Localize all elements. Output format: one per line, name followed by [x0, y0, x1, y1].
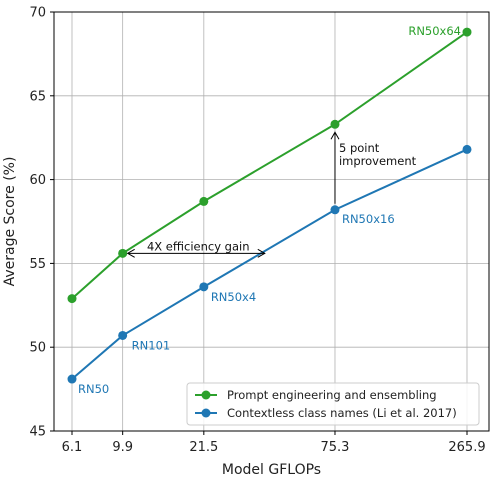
legend-marker	[201, 408, 211, 418]
series-point-1	[462, 144, 472, 154]
improvement-annotation: improvement	[339, 154, 417, 168]
y-tick-label: 45	[29, 425, 46, 440]
efficiency-arrow-head-left	[126, 248, 135, 258]
series-point-0	[462, 27, 472, 37]
y-axis-label: Average Score (%)	[2, 157, 18, 287]
legend-box	[186, 382, 480, 426]
series-point-0	[199, 196, 209, 206]
x-axis-label: Model GFLOPs	[222, 462, 321, 478]
y-tick-label: 65	[29, 89, 46, 104]
point-label: RN50x16	[342, 212, 395, 226]
legend-entry: Contextless class names (Li et al. 2017)	[227, 406, 457, 420]
series-point-1	[199, 282, 209, 292]
legend: Prompt engineering and ensembling Context…	[186, 382, 480, 426]
point-label: RN101	[132, 338, 171, 352]
series-point-0	[330, 119, 340, 129]
point-label: RN50x64	[408, 24, 461, 38]
x-tick-label: 265.9	[448, 440, 485, 455]
series-point-1	[330, 205, 340, 215]
improvement-arrow-head	[330, 131, 340, 140]
improvement-annotation: 5 point	[339, 141, 380, 155]
grid	[54, 11, 489, 432]
x-tick-label: 9.9	[112, 440, 133, 455]
y-tick-label: 50	[29, 341, 46, 356]
axes: 6.1 9.9 21.5 75.3 265.9 45 50 55 60 65 70 Model GFL…	[2, 6, 490, 478]
series-point-1	[118, 330, 128, 340]
series-point-1	[67, 374, 77, 384]
legend-entry: Prompt engineering and ensembling	[227, 388, 437, 402]
point-label: RN50x4	[211, 290, 256, 304]
y-tick-label: 55	[29, 257, 46, 272]
plot-frame	[53, 11, 490, 432]
x-tick-label: 75.3	[321, 440, 350, 455]
series-point-0	[67, 294, 77, 304]
point-label: RN50	[78, 382, 109, 396]
efficiency-arrow-head-right	[257, 248, 266, 258]
x-tick-label: 6.1	[62, 440, 83, 455]
efficiency-annotation: 4X efficiency gain	[147, 239, 250, 253]
y-tick-label: 60	[29, 173, 46, 188]
series-layer: RN50x64 RN50 RN101 RN50x4 RN50x16	[67, 24, 472, 396]
legend-marker	[201, 390, 211, 400]
y-tick-label: 70	[29, 6, 46, 21]
x-tick-label: 21.5	[189, 440, 218, 455]
series-point-0	[118, 248, 128, 258]
